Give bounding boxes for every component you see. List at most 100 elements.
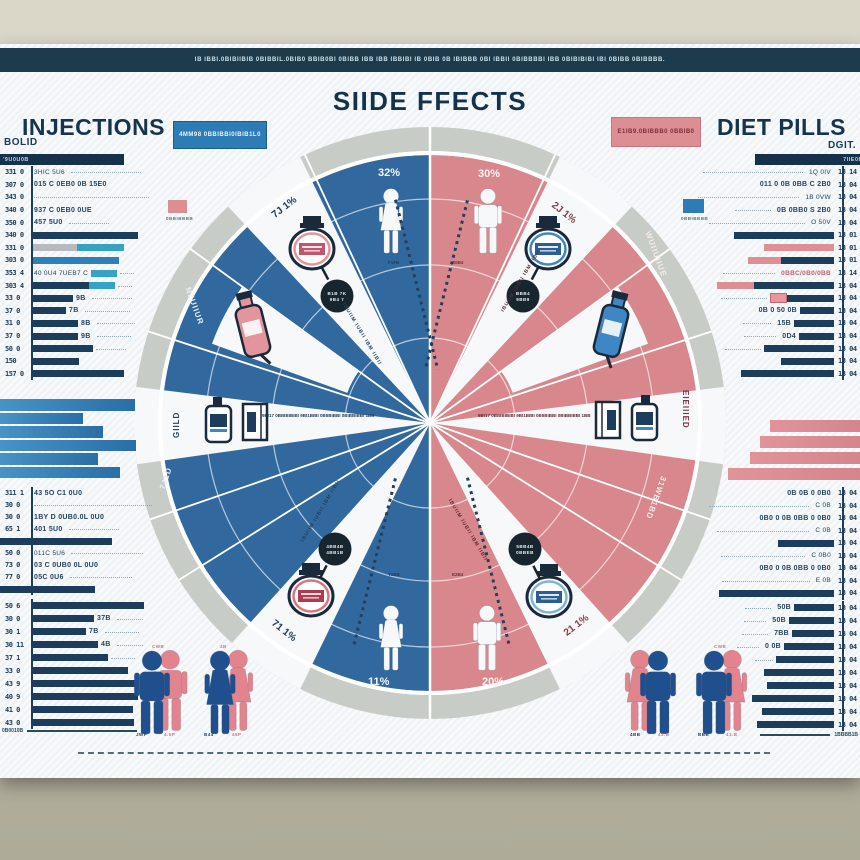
L-section-c: 50 6 30 0 37B 30 1 7B 30 11 4B 37 1 33 0 43 9 40 9… — [0, 599, 165, 729]
row-bars — [741, 370, 834, 378]
legend-pink-button[interactable]: E1IB9.0BIBBB0 0BBIB0 — [611, 117, 701, 147]
medicine-jar-icon — [525, 564, 573, 619]
table-row: 303 4 — [0, 279, 165, 292]
row-bars — [770, 293, 834, 304]
row-label: 1Q 0IV — [808, 168, 831, 176]
row-number: 13 04 — [838, 206, 857, 215]
row-number: 13 04 — [838, 694, 857, 703]
figure-top-label: CWB — [152, 644, 165, 649]
row-number: 30 0 — [5, 501, 20, 509]
row-dots — [725, 348, 761, 350]
table-bar — [757, 721, 834, 728]
table-row: 30 0 1BY D 0UB0.0L 0U0 — [0, 511, 165, 523]
table-divider — [842, 601, 844, 731]
row-dots — [71, 552, 144, 554]
row-dots — [96, 322, 135, 325]
table-row: 13 04 — [695, 292, 860, 305]
row-number: 30 11 — [5, 640, 24, 649]
row-number: 33 0 — [5, 666, 20, 675]
row-number: 331 0 — [5, 168, 24, 177]
table-row: 331 0 3HIC 5U6 — [0, 166, 165, 179]
table-row: 77 0 05C 0U6 — [0, 571, 165, 583]
row-number: 13 04 — [838, 344, 857, 353]
row-dots — [702, 171, 803, 174]
R-section-c: 50B 13 04 50B 13 04 7BB 13 04 0 0B 13 04 13 04 13… — [695, 601, 860, 731]
row-number: 77 0 — [5, 573, 20, 581]
table-row: 30 0 37B — [0, 612, 165, 625]
row-mid-label: 7B — [89, 628, 99, 635]
table-row: C 0B0 13 04 — [695, 550, 860, 563]
row-dots — [742, 633, 769, 635]
right-table-header: 7IIE0B — [755, 154, 860, 165]
row-label: 43 5O C1 0U0 — [34, 489, 83, 497]
medicine-jar-icon — [287, 563, 335, 618]
row-number: 13 04 — [838, 357, 857, 366]
row-label: 03 C 0UB0 0L 0U0 — [34, 561, 99, 569]
row-bars — [31, 706, 133, 713]
right-figure-pair: CWB BBB 41.B — [688, 644, 752, 740]
highlight-bar — [0, 412, 83, 424]
highlight-bar — [0, 439, 136, 451]
table-row: 343 0 — [0, 191, 165, 204]
table-row: 13 04 — [695, 718, 860, 731]
table-bar — [31, 307, 66, 315]
row-bars — [31, 602, 144, 609]
figure-bottom-label: B44 — [204, 732, 214, 737]
row-bars — [31, 282, 115, 290]
table-row: 353 4 40 0U4 7UEB7 C — [0, 267, 165, 280]
row-label: 0B0 0 0B 0BB 0 0B0 — [759, 514, 831, 522]
row-dots — [69, 576, 132, 578]
row-number: 73 0 — [5, 561, 20, 569]
row-bars — [31, 628, 86, 635]
row-label: 011 0 0B 0BB C 2B0 — [759, 181, 831, 189]
row-number: 65 1 — [5, 525, 20, 533]
row-bars — [31, 357, 79, 365]
row-number: 13 04 — [838, 294, 857, 303]
row-number: 13 04 — [838, 642, 857, 651]
legend-blue-button[interactable]: 4MM98 0BBIBBI0IBIB1L0 — [173, 121, 267, 149]
row-bars — [792, 630, 834, 637]
row-number: 13 04 — [838, 576, 857, 585]
row-bars — [764, 669, 834, 676]
row-bars — [31, 256, 119, 264]
table-row: 13 01 — [695, 229, 860, 242]
row-bars — [31, 667, 128, 674]
svg-text:B1B 7K: B1B 7K — [327, 291, 346, 296]
table-row: 150 — [0, 355, 165, 368]
table-row: 30 1 7B — [0, 625, 165, 638]
row-number: 340 0 — [5, 231, 24, 240]
row-number: 13 04 — [838, 616, 857, 625]
right-footer-label: 1BBBB1B — [834, 732, 858, 738]
table-bar — [754, 282, 834, 290]
row-number: 343 0 — [5, 193, 24, 202]
table-row: 13 04 — [695, 692, 860, 705]
right-figure-pair: 4BB 41.B — [620, 648, 684, 740]
row-bars — [748, 256, 834, 264]
table-row: 13 01 — [695, 242, 860, 255]
row-label: 7BB — [774, 630, 789, 637]
right-panel-title: DIET PILLS — [717, 114, 846, 140]
row-bars — [31, 244, 124, 252]
table-bar — [764, 345, 834, 353]
row-label: 40 0U4 7UEB7 C — [34, 269, 89, 277]
highlight-bar — [728, 468, 860, 480]
row-number: 50 0 — [5, 549, 20, 557]
table-row: 157 0 — [0, 368, 165, 381]
table-bar — [781, 357, 834, 365]
table-bar — [31, 693, 138, 700]
row-number: 13 04 — [838, 489, 857, 498]
row-dots — [91, 297, 132, 300]
table-bar — [31, 628, 86, 635]
figure-bottom-label: 4BB — [630, 732, 641, 737]
table-row: 15B 13 04 — [695, 317, 860, 330]
row-number: 30 0 — [5, 614, 20, 623]
svg-text:BBB4: BBB4 — [516, 291, 530, 296]
figure-top-label: 4B — [220, 644, 227, 649]
row-dots — [745, 607, 772, 609]
row-bars — [91, 269, 118, 277]
row-dots — [721, 555, 806, 557]
pill-bottle-icon — [234, 290, 272, 365]
figure-bottom-label: 4.5P — [164, 732, 176, 737]
